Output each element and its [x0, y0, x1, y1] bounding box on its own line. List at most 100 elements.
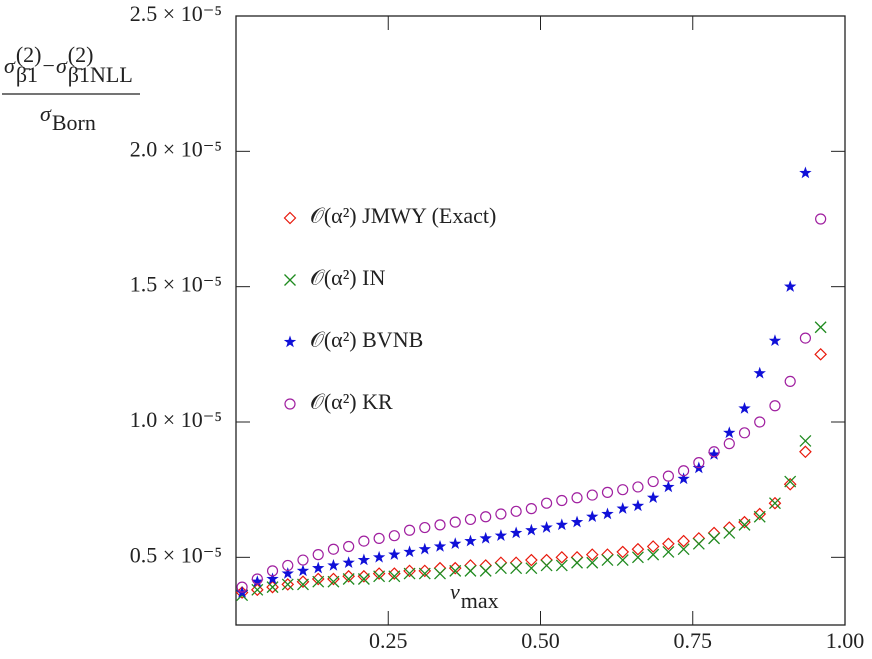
diamond-marker	[783, 477, 797, 491]
x-tick-label: 0.25	[369, 628, 408, 653]
legend-label: 𝒪(α²) IN	[310, 265, 385, 290]
cross-marker	[601, 554, 614, 566]
legend-label: 𝒪(α²) JMWY (Exact)	[310, 203, 496, 228]
math-base: σ	[40, 101, 52, 126]
diamond-marker	[722, 521, 736, 534]
plot-frame	[235, 15, 846, 626]
cross-marker	[418, 567, 431, 580]
star-marker	[509, 526, 523, 539]
cross-marker	[769, 497, 781, 510]
diamond-marker	[677, 534, 690, 548]
cross-marker	[281, 578, 294, 591]
diamond-marker	[585, 548, 599, 561]
diamond-marker	[555, 550, 569, 564]
star-marker	[479, 531, 492, 544]
cross-marker	[388, 570, 401, 583]
star-marker	[281, 567, 294, 579]
star-marker	[494, 529, 508, 541]
circle-marker	[815, 213, 827, 225]
star-marker	[646, 491, 660, 504]
legend-label: 𝒪(α²) KR	[310, 389, 393, 414]
circle-marker	[297, 554, 309, 566]
circle-marker	[693, 457, 705, 469]
star-marker	[677, 472, 690, 485]
cross-marker	[723, 527, 736, 539]
diamond-marker	[281, 578, 295, 591]
circle-marker	[754, 416, 766, 428]
cross-marker	[540, 559, 553, 572]
math-op: −	[43, 53, 55, 78]
cross-marker	[297, 578, 309, 591]
cross-marker	[449, 564, 462, 577]
star-marker	[586, 510, 599, 522]
circle-marker	[251, 573, 263, 585]
star-marker	[296, 564, 310, 577]
star-marker	[403, 545, 416, 558]
diamond-marker	[570, 550, 584, 564]
diamond-marker	[448, 561, 462, 575]
star-marker	[433, 540, 447, 552]
star-marker	[616, 502, 629, 514]
circle-marker	[723, 438, 735, 450]
circle-marker	[799, 332, 812, 344]
diamond-marker	[494, 556, 508, 570]
diamond-marker	[479, 559, 493, 572]
diamond-marker	[357, 569, 371, 583]
cross-marker	[494, 562, 507, 575]
diamond-marker	[646, 540, 660, 553]
star-marker	[357, 553, 371, 566]
circle-marker	[343, 540, 355, 553]
star-marker	[707, 447, 721, 460]
circle-marker	[769, 400, 781, 412]
diamond-marker	[327, 572, 340, 586]
cross-marker	[571, 556, 583, 569]
cross-marker	[555, 559, 568, 572]
cross-marker	[510, 562, 523, 575]
cross-marker	[631, 551, 644, 564]
circle-marker	[480, 511, 492, 523]
star-marker	[662, 480, 675, 493]
cross-marker	[373, 570, 386, 583]
circle-marker	[236, 581, 248, 593]
diamond-marker	[342, 569, 356, 583]
math-base: σ	[4, 53, 16, 78]
cross-marker	[266, 581, 279, 594]
cross-marker	[753, 510, 766, 523]
circle-marker	[419, 521, 431, 534]
star-marker	[418, 542, 431, 555]
diamond-marker	[601, 548, 614, 561]
x-tick-label: 0.75	[674, 628, 713, 653]
circle-marker	[540, 497, 553, 509]
star-marker	[525, 523, 538, 536]
diamond-marker	[433, 561, 447, 575]
circle-marker	[571, 492, 583, 504]
diamond-marker	[250, 583, 264, 597]
circle-marker	[464, 513, 477, 526]
diamond-marker	[662, 537, 675, 551]
diamond-marker	[372, 567, 386, 580]
diamond-marker	[403, 564, 416, 578]
cross-marker	[799, 434, 812, 447]
star-marker	[312, 561, 325, 574]
y-tick-label: 0.5 × 10⁻⁵	[130, 542, 222, 567]
circle-marker	[284, 398, 296, 410]
cross-marker	[403, 567, 416, 580]
math-sub: β̄1	[16, 62, 38, 87]
circle-marker	[327, 543, 340, 555]
x-tick-label: 0.50	[521, 628, 560, 653]
star-marker	[768, 334, 782, 347]
circle-marker	[662, 470, 674, 482]
diamond-marker	[753, 507, 767, 521]
cross-marker	[662, 545, 675, 558]
cross-marker	[738, 518, 751, 531]
y-tick-label: 2.5 × 10⁻⁵	[130, 1, 222, 26]
circle-marker	[617, 484, 629, 496]
star-marker	[631, 499, 645, 512]
diamond-marker	[738, 515, 751, 529]
circle-marker	[510, 505, 522, 517]
diamond-marker	[296, 575, 310, 589]
math-sub: max	[461, 588, 499, 613]
diamond-marker	[387, 567, 401, 580]
circle-marker	[266, 565, 279, 577]
